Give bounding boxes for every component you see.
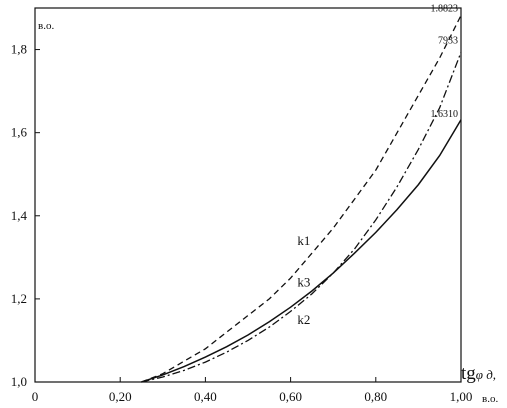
x-axis-unit: в.о. (482, 393, 498, 405)
axes (34, 7, 462, 383)
x-axis-label: tgφ д, (461, 363, 496, 384)
y-tick-label: 1,4 (11, 208, 28, 223)
x-tick-label: 1,00 (450, 389, 473, 404)
y-tick-label: 1,2 (11, 291, 27, 306)
y-tick-label: 1,8 (11, 42, 27, 57)
y-tick-label: 1,0 (11, 374, 27, 389)
ticks: 0 0,20 0,40 0,60 0,80 1,00 1,0 1,2 1,4 1,6 1,8 (11, 42, 473, 404)
series-label-k1: k1 (297, 233, 310, 248)
y-tick-label: 1,6 (11, 125, 28, 140)
end-label-k2: 7933 (438, 35, 458, 46)
x-tick-label: 0,40 (194, 389, 217, 404)
series-line-k2 (141, 52, 462, 383)
x-tick-label: 0,20 (109, 389, 132, 404)
end-label-k3: 1.6310 (431, 109, 459, 120)
end-label-k1: 1.8823 (431, 3, 459, 14)
series-label-k2: k2 (297, 312, 310, 327)
x-tick-label: 0,80 (364, 389, 387, 404)
y-axis-label: в.о. (38, 20, 54, 32)
plot-frame (34, 7, 462, 383)
x-tick-label: 0 (32, 389, 39, 404)
series-line-k3 (141, 119, 462, 383)
x-axis-label-main: tg (461, 363, 476, 384)
x-axis-label-sub: φ д, (476, 367, 496, 382)
x-tick-label: 0,60 (279, 389, 302, 404)
series-line-k1 (141, 15, 462, 383)
labels: в.о. tgφ д, в.о. (38, 20, 498, 405)
series-label-k3: k3 (297, 274, 310, 289)
series: k1 1.8823 k3 1.6310 k2 7933 (141, 3, 462, 383)
